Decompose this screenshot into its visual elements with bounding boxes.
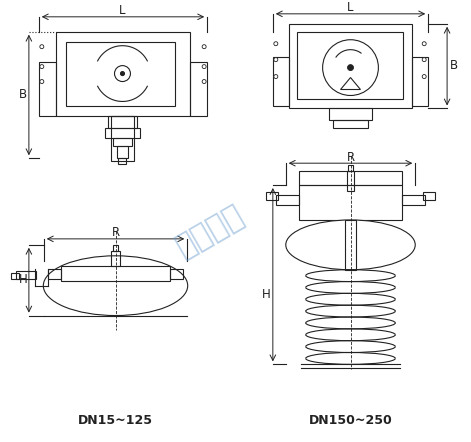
Text: R: R [347, 151, 355, 164]
Bar [347, 171, 355, 191]
Circle shape [422, 75, 426, 79]
Bar [171, 269, 183, 279]
Bar [119, 158, 127, 164]
Bar [333, 120, 368, 128]
Circle shape [40, 80, 44, 84]
Circle shape [121, 72, 124, 76]
Circle shape [202, 45, 206, 49]
Bar [266, 192, 278, 200]
Bar [297, 32, 403, 99]
Bar [276, 195, 299, 205]
Bar [412, 57, 428, 107]
Bar [329, 108, 373, 120]
Text: H: H [18, 273, 27, 286]
Bar [111, 116, 134, 161]
Bar [113, 245, 119, 251]
Circle shape [40, 45, 44, 49]
Bar [190, 61, 207, 116]
Bar [111, 251, 121, 266]
Bar [48, 269, 61, 279]
Bar [66, 42, 175, 107]
Text: B: B [450, 59, 458, 72]
Bar [423, 192, 435, 200]
Ellipse shape [286, 220, 415, 270]
Text: R: R [112, 226, 120, 240]
Bar [299, 185, 402, 220]
Circle shape [40, 65, 44, 69]
Text: DN150~250: DN150~250 [309, 414, 392, 427]
Bar [348, 165, 354, 171]
Circle shape [422, 57, 426, 61]
Bar [113, 138, 132, 146]
Circle shape [202, 65, 206, 69]
Text: L: L [347, 1, 354, 14]
Circle shape [422, 42, 426, 46]
Bar [105, 128, 140, 138]
Bar [11, 273, 19, 279]
Bar [116, 146, 129, 158]
Bar [16, 271, 36, 279]
Circle shape [274, 42, 278, 46]
Text: 仪欣阀门: 仪欣阀门 [171, 200, 249, 262]
Bar [402, 195, 425, 205]
Circle shape [274, 75, 278, 79]
Bar [107, 116, 138, 128]
Polygon shape [341, 77, 360, 90]
Bar [344, 220, 357, 270]
Bar [39, 61, 56, 116]
Bar [289, 24, 412, 108]
Circle shape [274, 57, 278, 61]
Bar [299, 171, 402, 185]
Text: B: B [19, 88, 27, 101]
Bar [61, 266, 171, 281]
Circle shape [114, 65, 130, 81]
Circle shape [348, 65, 354, 71]
Circle shape [323, 40, 378, 95]
Text: H: H [261, 288, 270, 301]
Text: L: L [119, 4, 126, 17]
Text: DN15~125: DN15~125 [78, 414, 153, 427]
Bar [56, 32, 190, 116]
Bar [273, 57, 289, 107]
Ellipse shape [43, 256, 188, 316]
Circle shape [202, 80, 206, 84]
